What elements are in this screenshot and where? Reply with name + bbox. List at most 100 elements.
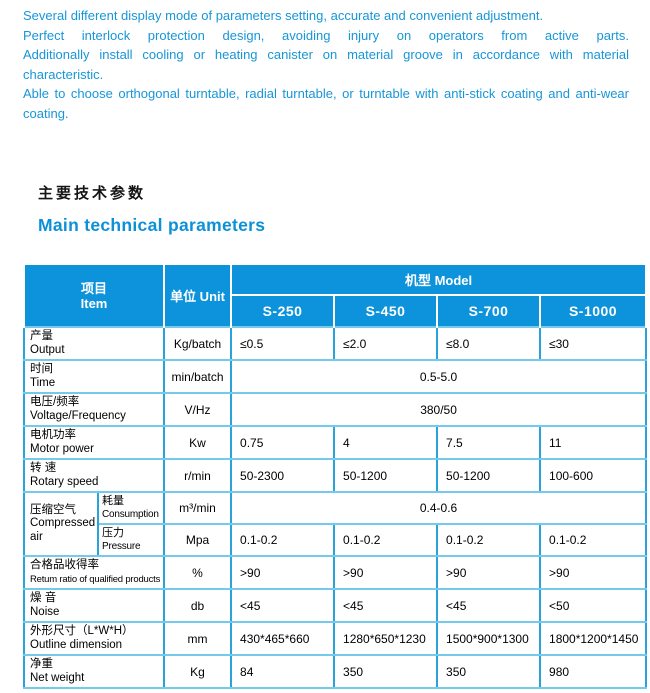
value-cell: ≤8.0	[436, 326, 542, 361]
sublabel-zh: 压力	[102, 527, 124, 539]
value-cell: 50-1200	[436, 458, 542, 493]
value-cell: 980	[539, 654, 648, 689]
value-cell: 7.5	[436, 425, 542, 460]
label-en: Retum ratio of qualified products	[30, 573, 161, 585]
value-cell: <45	[230, 588, 336, 623]
value-cell: ≤0.5	[230, 326, 336, 361]
intro-line: Several different display mode of parame…	[23, 8, 544, 23]
row-label: 转 速 Rotary speed	[22, 458, 166, 493]
value-cell: 0.75	[230, 425, 336, 460]
row-label-group: 压缩空气 Compressed air	[23, 491, 99, 557]
value-cell: 1500*900*1300	[436, 621, 542, 656]
value-cell: 350	[333, 654, 439, 689]
table-header-row-1: 项目 Item 单位 Unit 机型 Model	[22, 263, 648, 328]
value-cell: 4	[333, 425, 439, 460]
label-en: Voltage/Frequency	[30, 409, 126, 422]
header-item-en: Item	[80, 295, 108, 311]
value-cell: 50-2300	[230, 458, 336, 493]
row-outline-dimension: 外形尺寸（L*W*H） Outline dimension mm 430*465…	[22, 621, 648, 656]
row-label: 外形尺寸（L*W*H） Outline dimension	[22, 621, 166, 656]
intro-paragraph: Several different display mode of parame…	[23, 6, 629, 123]
value-cell: >90	[539, 555, 648, 590]
label-en: Output	[30, 343, 65, 356]
row-label: 合格品收得率 Retum ratio of qualified products	[22, 555, 166, 590]
value-cell: 0.1-0.2	[539, 523, 648, 557]
header-model-s250: S-250	[230, 294, 336, 328]
row-sublabel: 压力 Pressure	[96, 523, 166, 557]
label-en: Motor power	[30, 442, 94, 455]
section-title-zh: 主要技术参数	[38, 185, 147, 202]
label-zh: 净重	[30, 658, 53, 670]
row-label: 燥 音 Noise	[22, 588, 166, 623]
value-cell-merged: 0.4-0.6	[230, 491, 648, 525]
label-zh: 燥 音	[30, 592, 57, 604]
row-sublabel: 耗量 Consumption	[96, 491, 166, 525]
intro-line: Additionally install cooling or heating …	[23, 47, 629, 82]
label-zh: 时间	[30, 363, 53, 375]
unit-cell: Mpa	[163, 523, 233, 557]
value-cell: 430*465*660	[230, 621, 336, 656]
row-noise: 燥 音 Noise db <45 <45 <45 <50	[22, 588, 648, 623]
unit-cell: m³/min	[163, 491, 233, 525]
row-label: 时间 Time	[22, 359, 166, 394]
value-cell: ≤2.0	[333, 326, 439, 361]
label-zh: 合格品收得率	[30, 559, 99, 571]
row-compressed-air-pressure: 压力 Pressure Mpa 0.1-0.2 0.1-0.2 0.1-0.2 …	[24, 523, 648, 557]
value-cell: <45	[333, 588, 439, 623]
row-rotary-speed: 转 速 Rotary speed r/min 50-2300 50-1200 5…	[22, 458, 648, 493]
value-cell: 0.1-0.2	[333, 523, 439, 557]
header-item-zh: 项目	[81, 280, 108, 296]
unit-cell: Kg/batch	[163, 326, 233, 361]
header-model-s1000: S-1000	[539, 294, 648, 328]
value-cell: 0.1-0.2	[230, 523, 336, 557]
unit-cell: mm	[163, 621, 233, 656]
table-header-row-2: S-250 S-450 S-700 S-1000	[24, 294, 648, 328]
value-cell: 11	[539, 425, 648, 460]
value-cell: >90	[333, 555, 439, 590]
label-zh: 压缩空气	[30, 503, 76, 516]
sublabel-en: Pressure	[102, 541, 141, 552]
value-cell: 1800*1200*1450	[539, 621, 648, 656]
value-cell: >90	[230, 555, 336, 590]
label-en: Rotary speed	[30, 475, 99, 488]
sublabel-zh: 耗量	[102, 495, 124, 507]
label-zh: 电机功率	[30, 429, 76, 441]
unit-cell: min/batch	[163, 359, 233, 394]
value-cell: 100-600	[539, 458, 648, 493]
row-time: 时间 Time min/batch 0.5-5.0	[22, 359, 648, 394]
unit-cell: %	[163, 555, 233, 590]
header-model-s700: S-700	[436, 294, 542, 328]
row-label: 电压/频率 Voltage/Frequency	[22, 392, 166, 427]
header-model-group: 机型 Model	[230, 263, 648, 296]
label-en: Outline dimension	[30, 638, 123, 651]
unit-cell: db	[163, 588, 233, 623]
row-motor-power: 电机功率 Motor power Kw 0.75 4 7.5 11	[22, 425, 648, 460]
row-net-weight: 净重 Net weight Kg 84 350 350 980	[22, 654, 648, 689]
header-unit: 单位 Unit	[163, 263, 233, 328]
label-en: Time	[30, 376, 56, 389]
header-item: 项目 Item	[22, 263, 166, 328]
row-compressed-air-consumption: 压缩空气 Compressed air 耗量 Consumption m³/mi…	[23, 491, 648, 557]
label-en: Net weight	[30, 671, 85, 684]
value-cell: <45	[436, 588, 542, 623]
value-cell: >90	[436, 555, 542, 590]
row-label: 产量 Output	[22, 326, 166, 361]
row-label: 净重 Net weight	[22, 654, 166, 689]
label-zh: 电压/频率	[30, 396, 80, 408]
intro-line: Perfect interlock protection design, avo…	[23, 27, 629, 43]
header-model-s450: S-450	[333, 294, 439, 328]
label-en: Noise	[30, 605, 60, 618]
value-cell: 0.1-0.2	[436, 523, 542, 557]
unit-cell: V/Hz	[163, 392, 233, 427]
row-qualified-ratio: 合格品收得率 Retum ratio of qualified products…	[22, 555, 648, 590]
value-cell-merged: 380/50	[230, 392, 648, 427]
intro-line: Able to choose orthogonal turntable, rad…	[23, 86, 629, 121]
unit-cell: Kg	[163, 654, 233, 689]
value-cell: ≤30	[539, 326, 648, 361]
label-zh: 转 速	[30, 462, 57, 474]
row-output: 产量 Output Kg/batch ≤0.5 ≤2.0 ≤8.0 ≤30	[22, 326, 648, 361]
section-title-en: Main technical parameters	[38, 215, 266, 235]
value-cell: <50	[539, 588, 648, 623]
label-en: Compressed air	[30, 517, 96, 543]
unit-cell: r/min	[163, 458, 233, 493]
